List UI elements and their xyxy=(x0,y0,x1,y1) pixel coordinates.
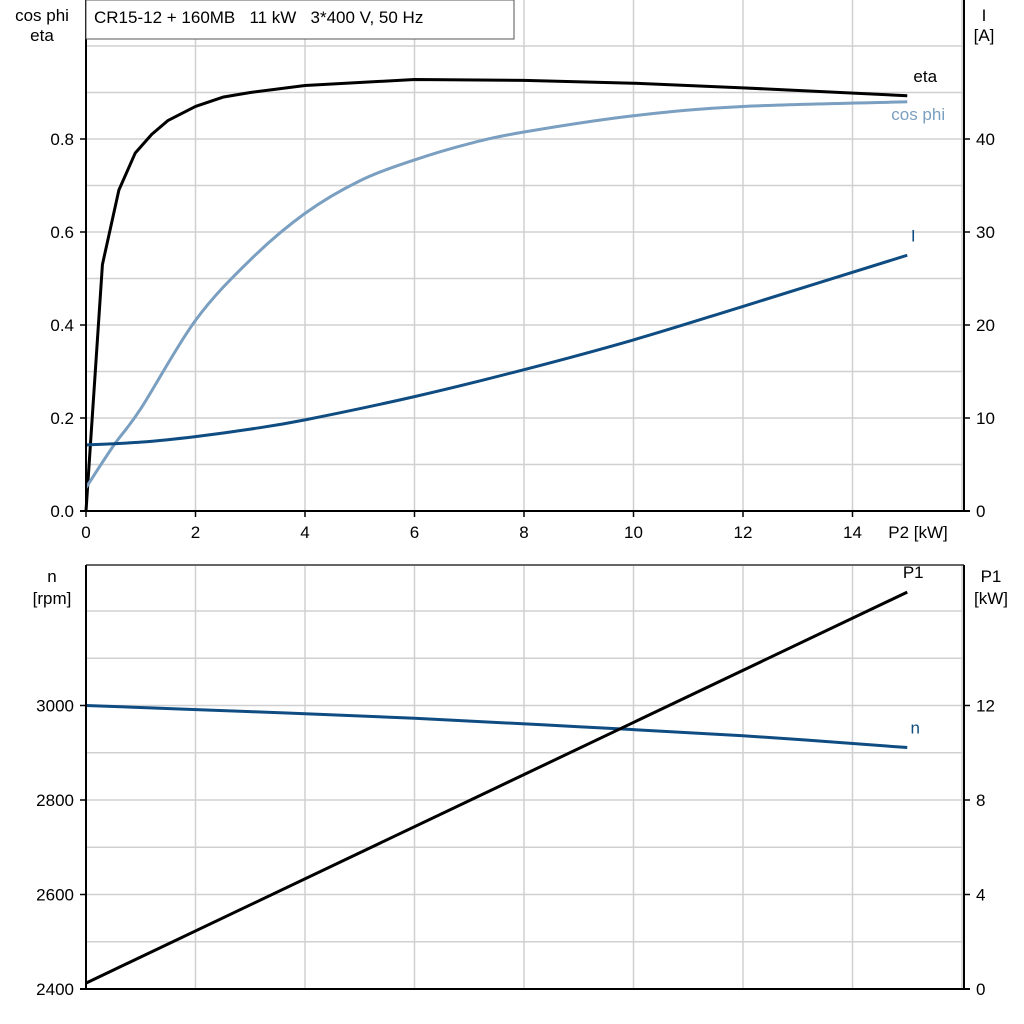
bottom-left-axis-label-1: n xyxy=(47,567,56,586)
top-left-axis-label-2: eta xyxy=(30,26,54,45)
series-label-eta: eta xyxy=(913,67,937,86)
top-right-axis-label-2: [A] xyxy=(974,26,995,45)
right-tick-label: 8 xyxy=(976,791,985,810)
x-tick-label: 12 xyxy=(734,523,753,542)
series-line-I xyxy=(85,253,908,447)
bottom-right-axis-label-1: P1 xyxy=(981,567,1002,586)
left-tick-label: 2600 xyxy=(36,886,74,905)
left-tick-label: 0.4 xyxy=(50,316,74,335)
title-box xyxy=(85,0,515,40)
series-line-P1 xyxy=(85,590,908,985)
right-tick-label: 4 xyxy=(976,886,985,905)
right-tick-label: 10 xyxy=(976,409,995,428)
left-tick-label: 0.2 xyxy=(50,409,74,428)
axes xyxy=(80,0,970,990)
bottom-right-axis-label-2: [kW] xyxy=(974,589,1008,608)
left-tick-label: 2800 xyxy=(36,791,74,810)
series-line-eta xyxy=(84,77,908,512)
right-tick-label: 40 xyxy=(976,130,995,149)
x-tick-label: 8 xyxy=(519,523,528,542)
right-tick-label: 0 xyxy=(976,502,985,521)
bottom-left-axis-label-2: [rpm] xyxy=(33,589,72,608)
right-tick-label: 0 xyxy=(976,980,985,999)
top-left-axis-label-1: cos phi xyxy=(15,6,69,25)
left-tick-label: 2400 xyxy=(36,980,74,999)
chart-title: CR15-12 + 160MB 11 kW 3*400 V, 50 Hz xyxy=(94,8,423,27)
x-tick-label: 4 xyxy=(300,523,309,542)
series-label-I: I xyxy=(911,226,916,245)
bottom-grid xyxy=(86,565,964,989)
x-tick-label: 2 xyxy=(191,523,200,542)
left-tick-label: 3000 xyxy=(36,697,74,716)
x-tick-label: 14 xyxy=(843,523,862,542)
left-tick-label: 0.8 xyxy=(50,130,74,149)
left-tick-label: 0.0 xyxy=(50,502,74,521)
right-tick-label: 12 xyxy=(976,697,995,716)
series-lines: eta cos phi In P1 xyxy=(84,67,945,985)
top-grid xyxy=(86,0,964,511)
x-tick-label: 10 xyxy=(624,523,643,542)
right-tick-label: 30 xyxy=(976,223,995,242)
top-right-axis-label-1: I xyxy=(982,6,987,25)
series-label-cos-phi: cos phi xyxy=(891,105,945,124)
series-label-n: n xyxy=(911,719,920,738)
series-line-cos-phi xyxy=(84,100,908,489)
right-tick-label: 20 xyxy=(976,316,995,335)
x-axis-label: P2 [kW] xyxy=(888,523,948,542)
x-tick-label: 0 xyxy=(81,523,90,542)
series-label-P1: P1 xyxy=(903,563,924,582)
series-line-n xyxy=(85,704,908,750)
x-tick-label: 6 xyxy=(410,523,419,542)
left-tick-label: 0.6 xyxy=(50,223,74,242)
